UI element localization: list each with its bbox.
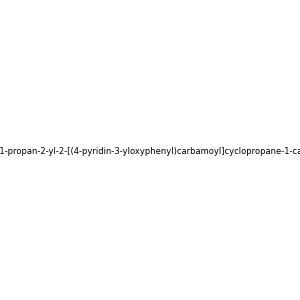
Text: Sodium;1-propan-2-yl-2-[(4-pyridin-3-yloxyphenyl)carbamoyl]cyclopropane-1-carbox: Sodium;1-propan-2-yl-2-[(4-pyridin-3-ylo… <box>0 147 300 156</box>
